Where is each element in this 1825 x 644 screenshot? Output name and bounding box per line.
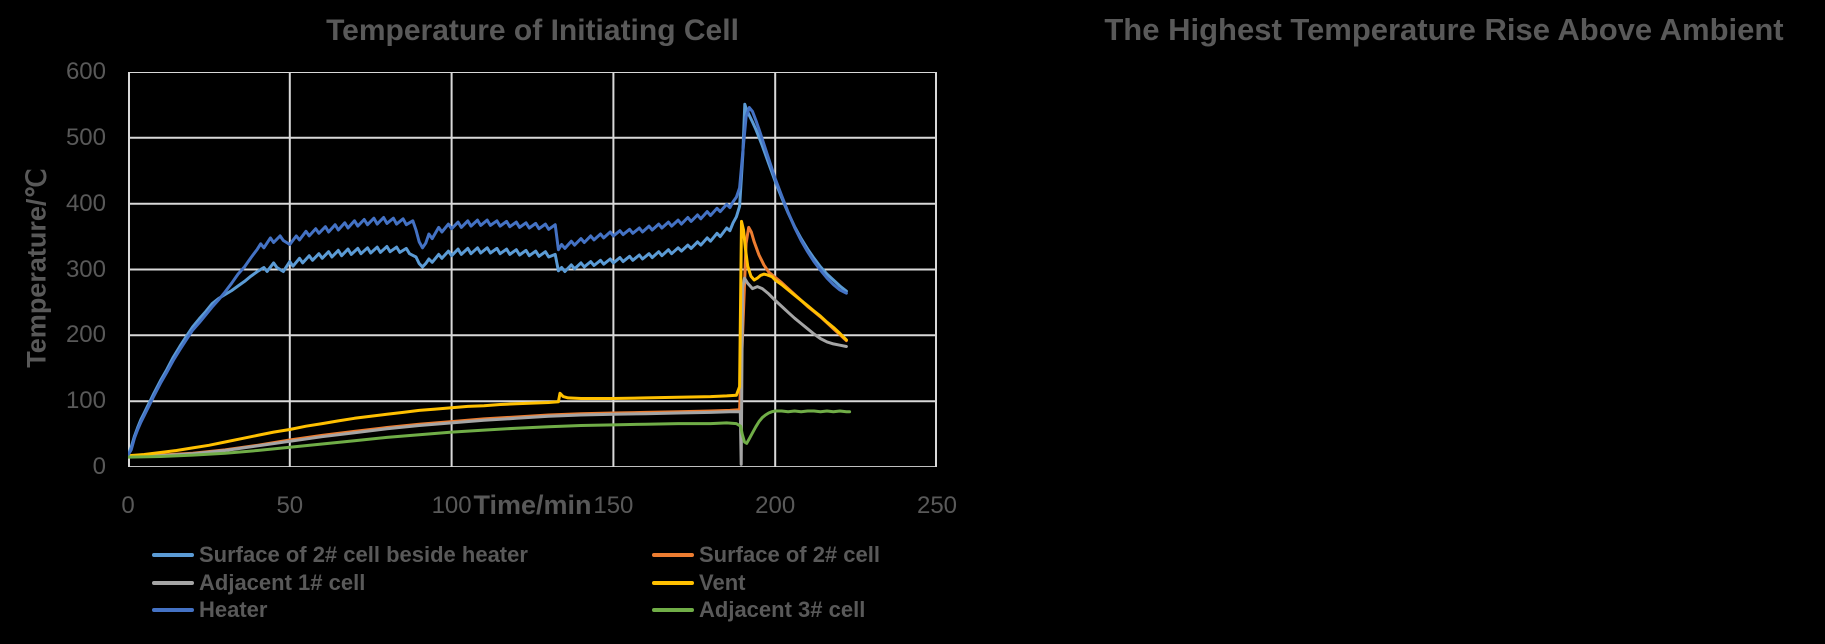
temperature-chart-plot-area [128,72,937,467]
x-tick-label: 200 [755,492,796,519]
x-tick-label: 150 [593,492,634,519]
x-tick-label: 50 [276,492,304,519]
series-line-3 [128,219,848,458]
left-chart-title: Temperature of Initiating Cell [326,14,739,47]
left-chart-x-axis-title: Time/min [473,490,592,520]
y-tick-label: 100 [65,387,106,415]
legend-marker-icon [152,553,194,558]
x-tick-label: 100 [431,492,472,519]
legend-label: Adjacent 3# cell [699,597,866,623]
series-line-2 [128,276,848,466]
series-line-5 [128,409,852,459]
x-tick-label: 250 [916,492,958,519]
legend-marker-icon [652,608,694,613]
legend-label: Surface of 2# cell beside heater [199,542,528,568]
legend-label: Surface of 2# cell [699,542,880,568]
y-tick-label: 400 [65,189,106,217]
legend-marker-icon [652,580,694,585]
y-tick-label: 0 [92,453,106,480]
series-line-4 [128,106,848,457]
legend-item-2: Adjacent 1# cell [152,569,365,595]
y-tick-label: 600 [65,58,106,85]
legend-label: Heater [199,597,268,623]
y-tick-label: 300 [65,255,106,283]
legend-label: Adjacent 1# cell [199,569,366,595]
y-tick-label: 500 [65,123,106,151]
legend-marker-icon [152,608,194,613]
legend-item-0: Surface of 2# cell beside heater [152,541,528,567]
legend-item-4: Heater [152,596,267,622]
series-line-0 [128,102,848,457]
legend-marker-icon [652,553,694,558]
legend-item-1: Surface of 2# cell [652,541,880,567]
legend-marker-icon [152,580,194,585]
legend-item-5: Adjacent 3# cell [652,596,865,622]
y-tick-label: 200 [65,321,106,349]
right-chart-title: The Highest Temperature Rise Above Ambie… [1104,12,1784,47]
legend-label: Vent [699,569,746,595]
legend-item-3: Vent [652,569,745,595]
x-tick-label: 0 [121,492,135,519]
